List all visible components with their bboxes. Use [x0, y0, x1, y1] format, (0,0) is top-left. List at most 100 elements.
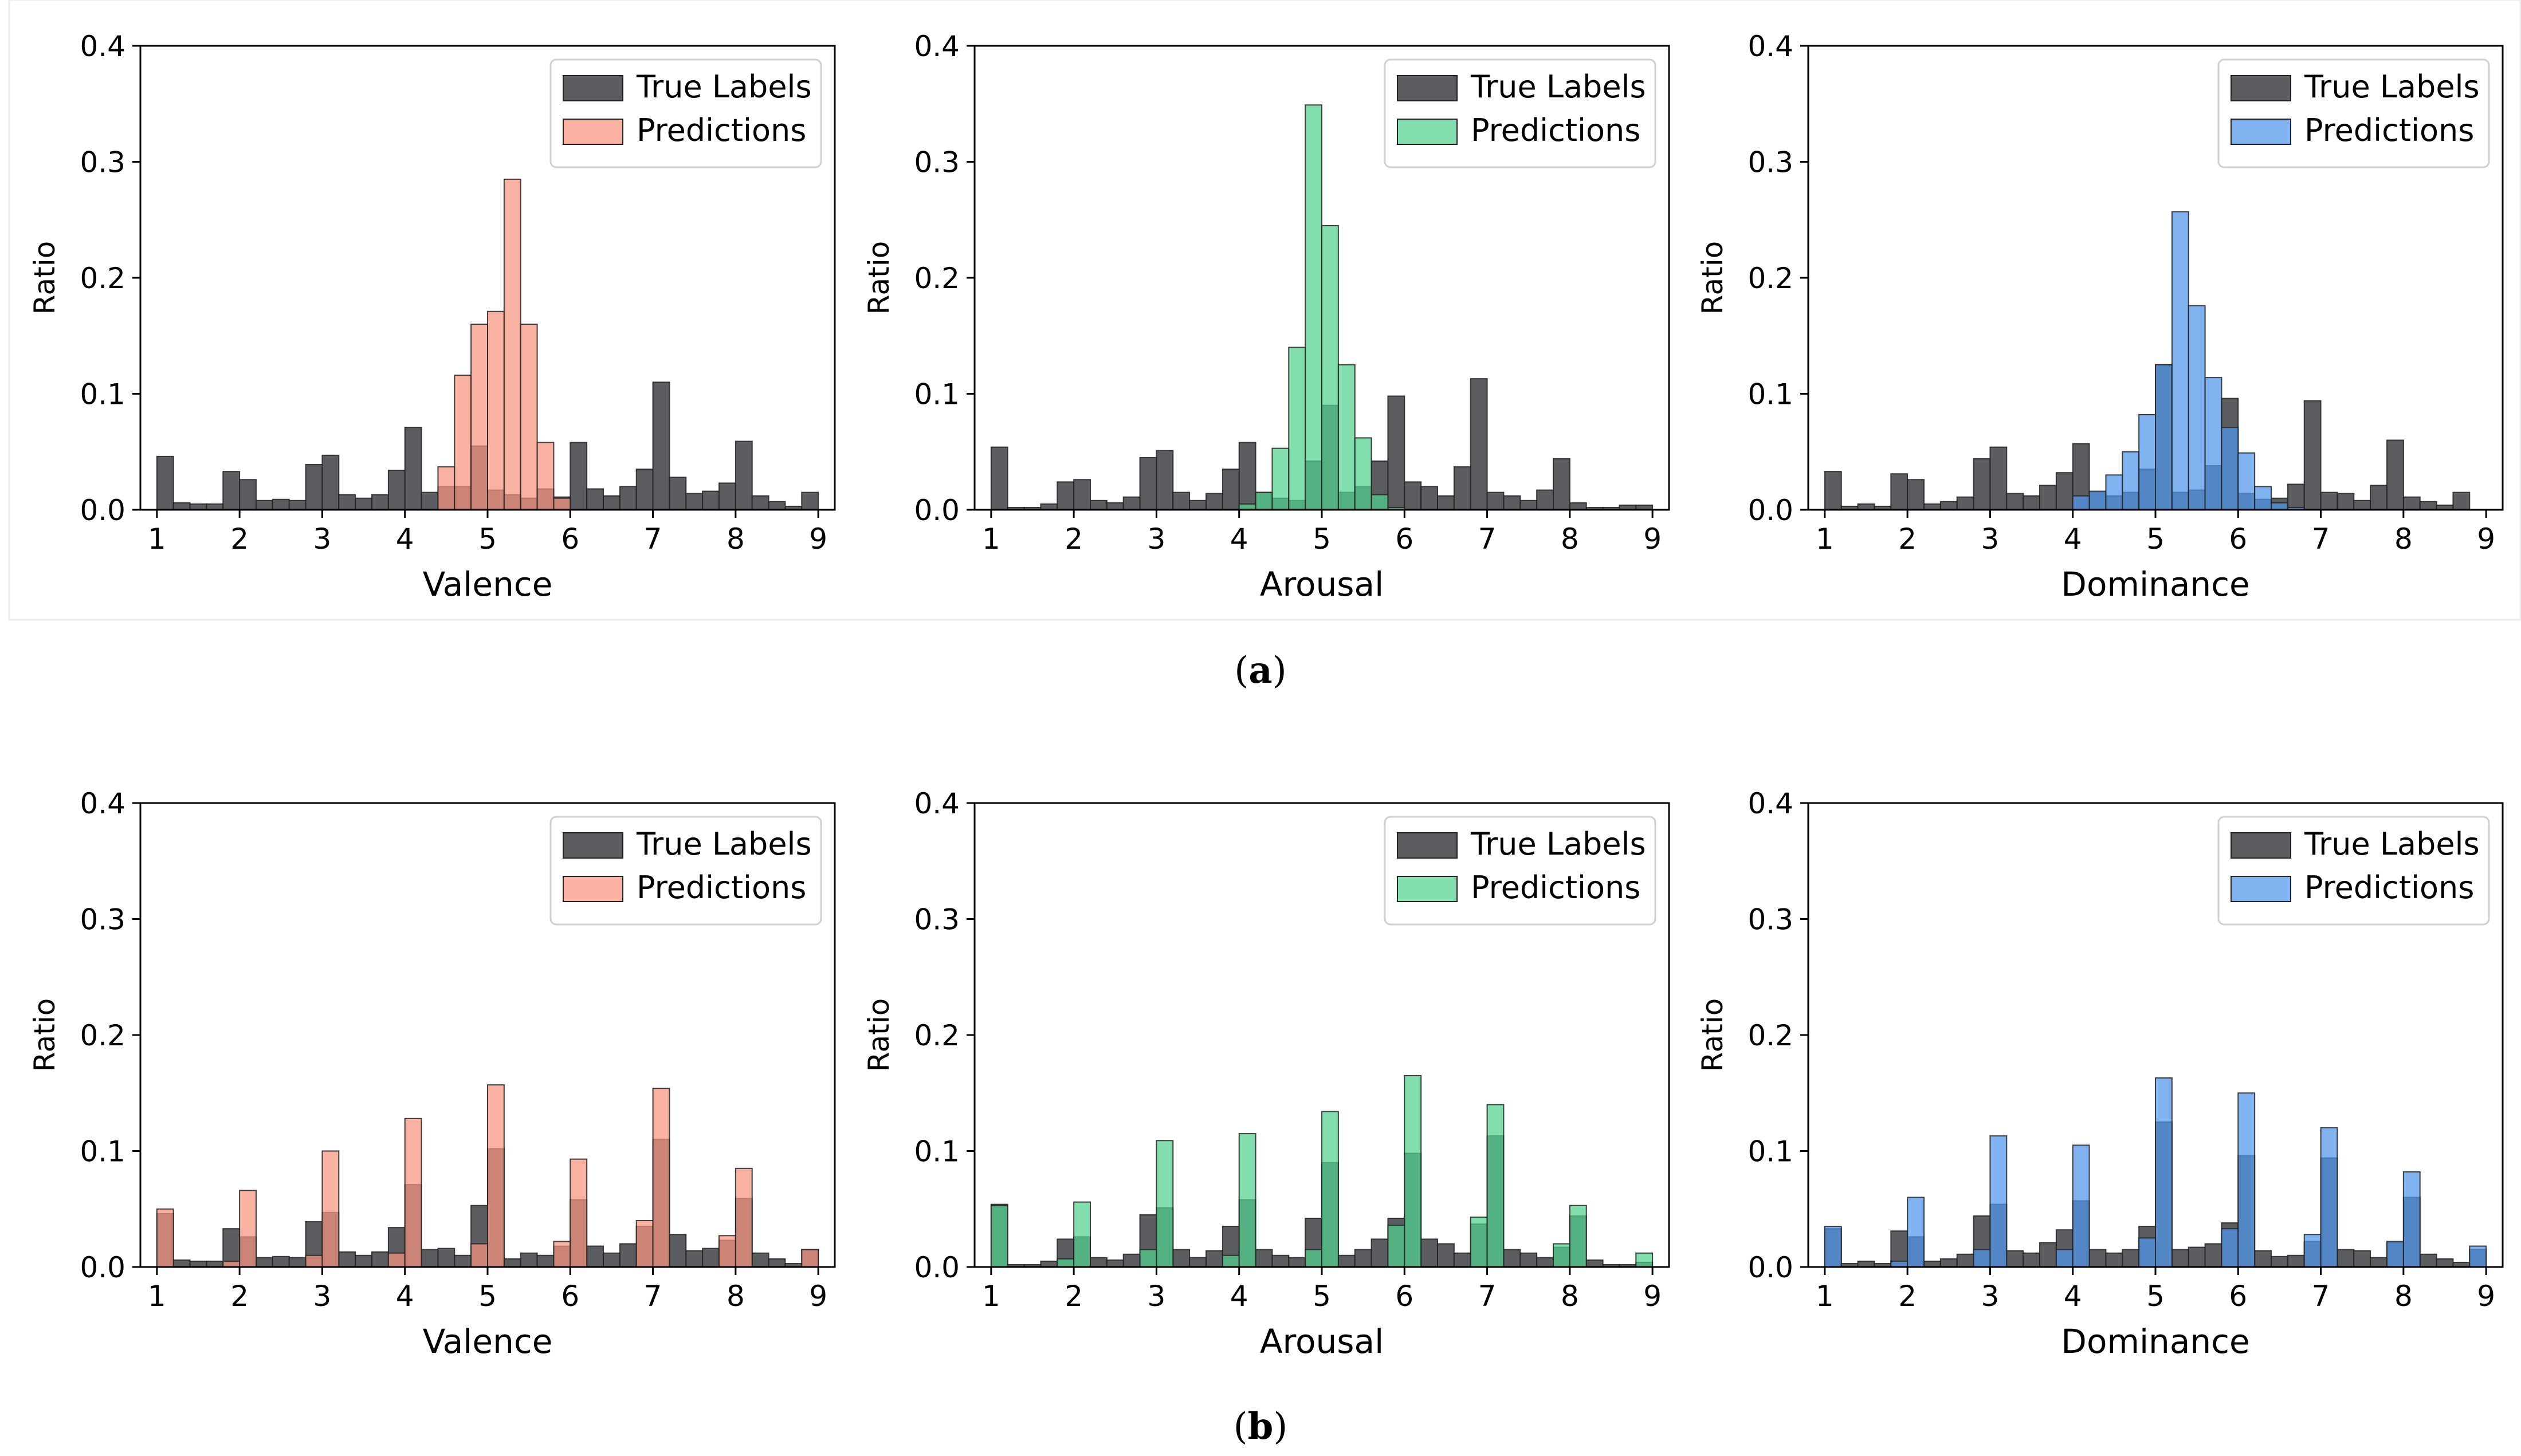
true-label-bar	[1956, 1253, 1974, 1268]
legend-label: Predictions	[2304, 869, 2474, 906]
true-label-bar	[2271, 1256, 2288, 1268]
legend-label: Predictions	[1471, 869, 1640, 906]
legend-swatch	[1397, 876, 1458, 902]
prediction-bar	[2122, 451, 2140, 510]
x-tick-label: 9	[2477, 522, 2495, 556]
true-label-bar	[288, 1257, 307, 1268]
true-label-bar	[321, 454, 340, 511]
prediction-bar	[1288, 347, 1306, 510]
legend-swatch	[2231, 832, 2291, 859]
true-label-bar	[355, 497, 373, 510]
true-label-bar	[1387, 395, 1405, 510]
prediction-bar	[635, 1220, 654, 1268]
true-label-bar	[1420, 486, 1438, 510]
true-label-bar	[1585, 1259, 1604, 1268]
prediction-bar	[652, 1088, 670, 1268]
chart-a-arousal: 1 2 3 4 5 6 7 8 9 0.0 0.1 0.2 0.3 0.4 Arousal Ratio True…	[862, 30, 1670, 604]
prediction-bar	[1824, 1226, 1842, 1268]
x-tick-label: 2	[1065, 522, 1083, 556]
true-label-bar	[1956, 496, 1974, 510]
chart-b-dominance: 1 2 3 4 5 6 7 8 9 0.0 0.1 0.2 0.3 0.4 Dominance Ratio Tr…	[1696, 787, 2504, 1361]
prediction-bar	[2386, 1241, 2404, 1268]
x-tick-label: 1	[148, 522, 166, 556]
x-axis-label: Dominance	[2061, 565, 2249, 604]
true-label-bar	[735, 440, 753, 511]
true-label-bar	[1354, 1249, 1372, 1268]
true-label-bar	[1503, 495, 1521, 511]
x-tick-label: 7	[2312, 1280, 2330, 1313]
x-tick-label: 9	[1643, 1280, 1662, 1313]
true-label-bar	[2287, 1254, 2305, 1268]
prediction-bar	[536, 442, 555, 510]
true-label-bar	[586, 488, 604, 510]
prediction-bar	[2138, 1237, 2156, 1268]
prediction-bar	[801, 1249, 819, 1268]
true-label-bar	[718, 482, 736, 510]
x-tick-label: 6	[2229, 1280, 2247, 1313]
prediction-bar	[2072, 1144, 2090, 1268]
y-tick-label: 0.0	[914, 1251, 960, 1284]
true-label-bar	[1040, 1260, 1058, 1268]
prediction-bar	[454, 375, 472, 510]
true-label-bar	[1040, 503, 1058, 511]
prediction-bar	[503, 178, 521, 510]
legend-swatch	[1397, 119, 1458, 145]
true-label-bar	[2039, 485, 2057, 510]
legend-label: True Labels	[1470, 69, 1646, 105]
prediction-bar	[1139, 1249, 1157, 1268]
prediction-bar	[990, 1205, 1008, 1268]
true-label-bar	[1939, 501, 1958, 511]
true-label-bar	[404, 427, 422, 510]
prediction-bar	[2271, 502, 2288, 510]
true-label-bar	[1437, 1243, 1455, 1268]
x-tick-label: 9	[1643, 522, 1662, 556]
true-label-bar	[1923, 503, 1941, 511]
true-label-bar	[1907, 479, 1925, 510]
legend: True Labels Predictions	[1384, 816, 1656, 926]
prediction-bar	[487, 310, 505, 510]
x-tick-label: 9	[809, 1280, 827, 1313]
plots: 1 2 3 4 5 6 7 8 9 0.0 0.1 0.2 0.3 0.4 Valence Ratio True…	[28, 30, 2504, 1361]
true-label-bar	[1288, 1257, 1306, 1268]
x-tick-label: 5	[2146, 522, 2165, 556]
true-label-bar	[768, 501, 786, 511]
x-tick-label: 2	[230, 1280, 249, 1313]
prediction-bar	[1057, 1258, 1075, 1268]
true-label-bar	[1271, 1254, 1290, 1268]
x-tick-label: 6	[561, 1280, 579, 1313]
true-label-bar	[1857, 1260, 1875, 1268]
prediction-bar	[156, 1208, 174, 1268]
true-label-bar	[1371, 1238, 1389, 1268]
x-tick-label: 7	[644, 522, 662, 556]
true-label-bar	[437, 1248, 455, 1268]
true-label-bar	[1189, 499, 1207, 510]
x-tick-label: 1	[1816, 522, 1834, 556]
true-label-bar	[570, 442, 588, 510]
true-label-bar	[1156, 450, 1174, 510]
x-tick-label: 7	[644, 1280, 662, 1313]
prediction-bar	[2320, 1127, 2338, 1268]
x-tick-label: 3	[1981, 1280, 2000, 1313]
true-label-bar	[338, 494, 356, 510]
prediction-bar	[1222, 1254, 1240, 1268]
caption-a-letter: a	[1248, 649, 1272, 692]
x-tick-label: 4	[1230, 522, 1248, 556]
x-tick-label: 6	[2229, 522, 2247, 556]
x-tick-label: 9	[2477, 1280, 2495, 1313]
x-tick-label: 3	[313, 1280, 332, 1313]
true-label-bar	[2353, 499, 2371, 510]
true-label-bar	[1553, 458, 1570, 511]
x-tick-label: 4	[396, 522, 414, 556]
true-label-bar	[2188, 1246, 2206, 1268]
legend-label: True Labels	[2304, 826, 2480, 862]
true-label-bar	[751, 1252, 769, 1268]
y-tick-label: 0.3	[1748, 903, 1793, 936]
prediction-bar	[1271, 447, 1290, 510]
true-label-bar	[503, 1258, 521, 1268]
prediction-bar	[1907, 1197, 1925, 1268]
x-tick-label: 7	[1478, 1280, 1497, 1313]
prediction-bar	[2155, 364, 2173, 511]
prediction-bar	[2221, 1228, 2239, 1268]
legend: True Labels Predictions	[549, 58, 822, 168]
